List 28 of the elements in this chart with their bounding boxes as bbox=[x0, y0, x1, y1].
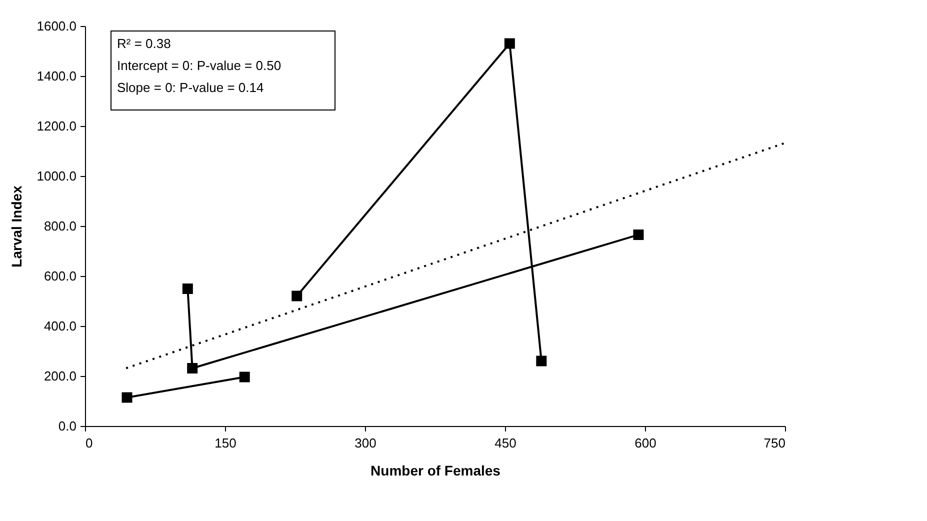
y-tick-label: 800.0 bbox=[44, 218, 76, 234]
x-axis-title: Number of Females bbox=[370, 462, 501, 478]
point bbox=[504, 38, 515, 49]
y-tick-label: 200.0 bbox=[44, 368, 76, 384]
y-axis-title: Larval Index bbox=[8, 185, 25, 268]
x-tick-label: 750 bbox=[764, 436, 786, 450]
point bbox=[182, 284, 193, 294]
point bbox=[122, 392, 132, 403]
x-tick-label: 600 bbox=[634, 436, 656, 450]
point bbox=[187, 363, 198, 374]
point bbox=[292, 290, 302, 302]
annotation: Intercept = 0: P-value = 0.50 bbox=[117, 58, 282, 73]
annotation: R² = 0.38 bbox=[117, 36, 171, 51]
point bbox=[633, 230, 644, 240]
x-tick-label: 300 bbox=[354, 436, 376, 450]
x-tick-label: 450 bbox=[494, 436, 516, 450]
y-tick-label: 1400.0 bbox=[36, 68, 76, 84]
y-tick-label: 1000.0 bbox=[36, 168, 76, 184]
x-tick-label: 150 bbox=[214, 436, 236, 450]
point bbox=[536, 356, 547, 366]
y-tick-label: 0.0 bbox=[58, 418, 76, 434]
y-tick-label: 1600.0 bbox=[36, 18, 76, 34]
y-tick-label: 600.0 bbox=[44, 268, 76, 284]
x-tick-label: 0 bbox=[86, 436, 93, 450]
annotation: Slope = 0: P-value = 0.14 bbox=[117, 80, 264, 95]
point bbox=[239, 372, 250, 382]
y-tick-label: 1200.0 bbox=[36, 118, 76, 134]
y-tick-label: 400.0 bbox=[44, 318, 76, 334]
